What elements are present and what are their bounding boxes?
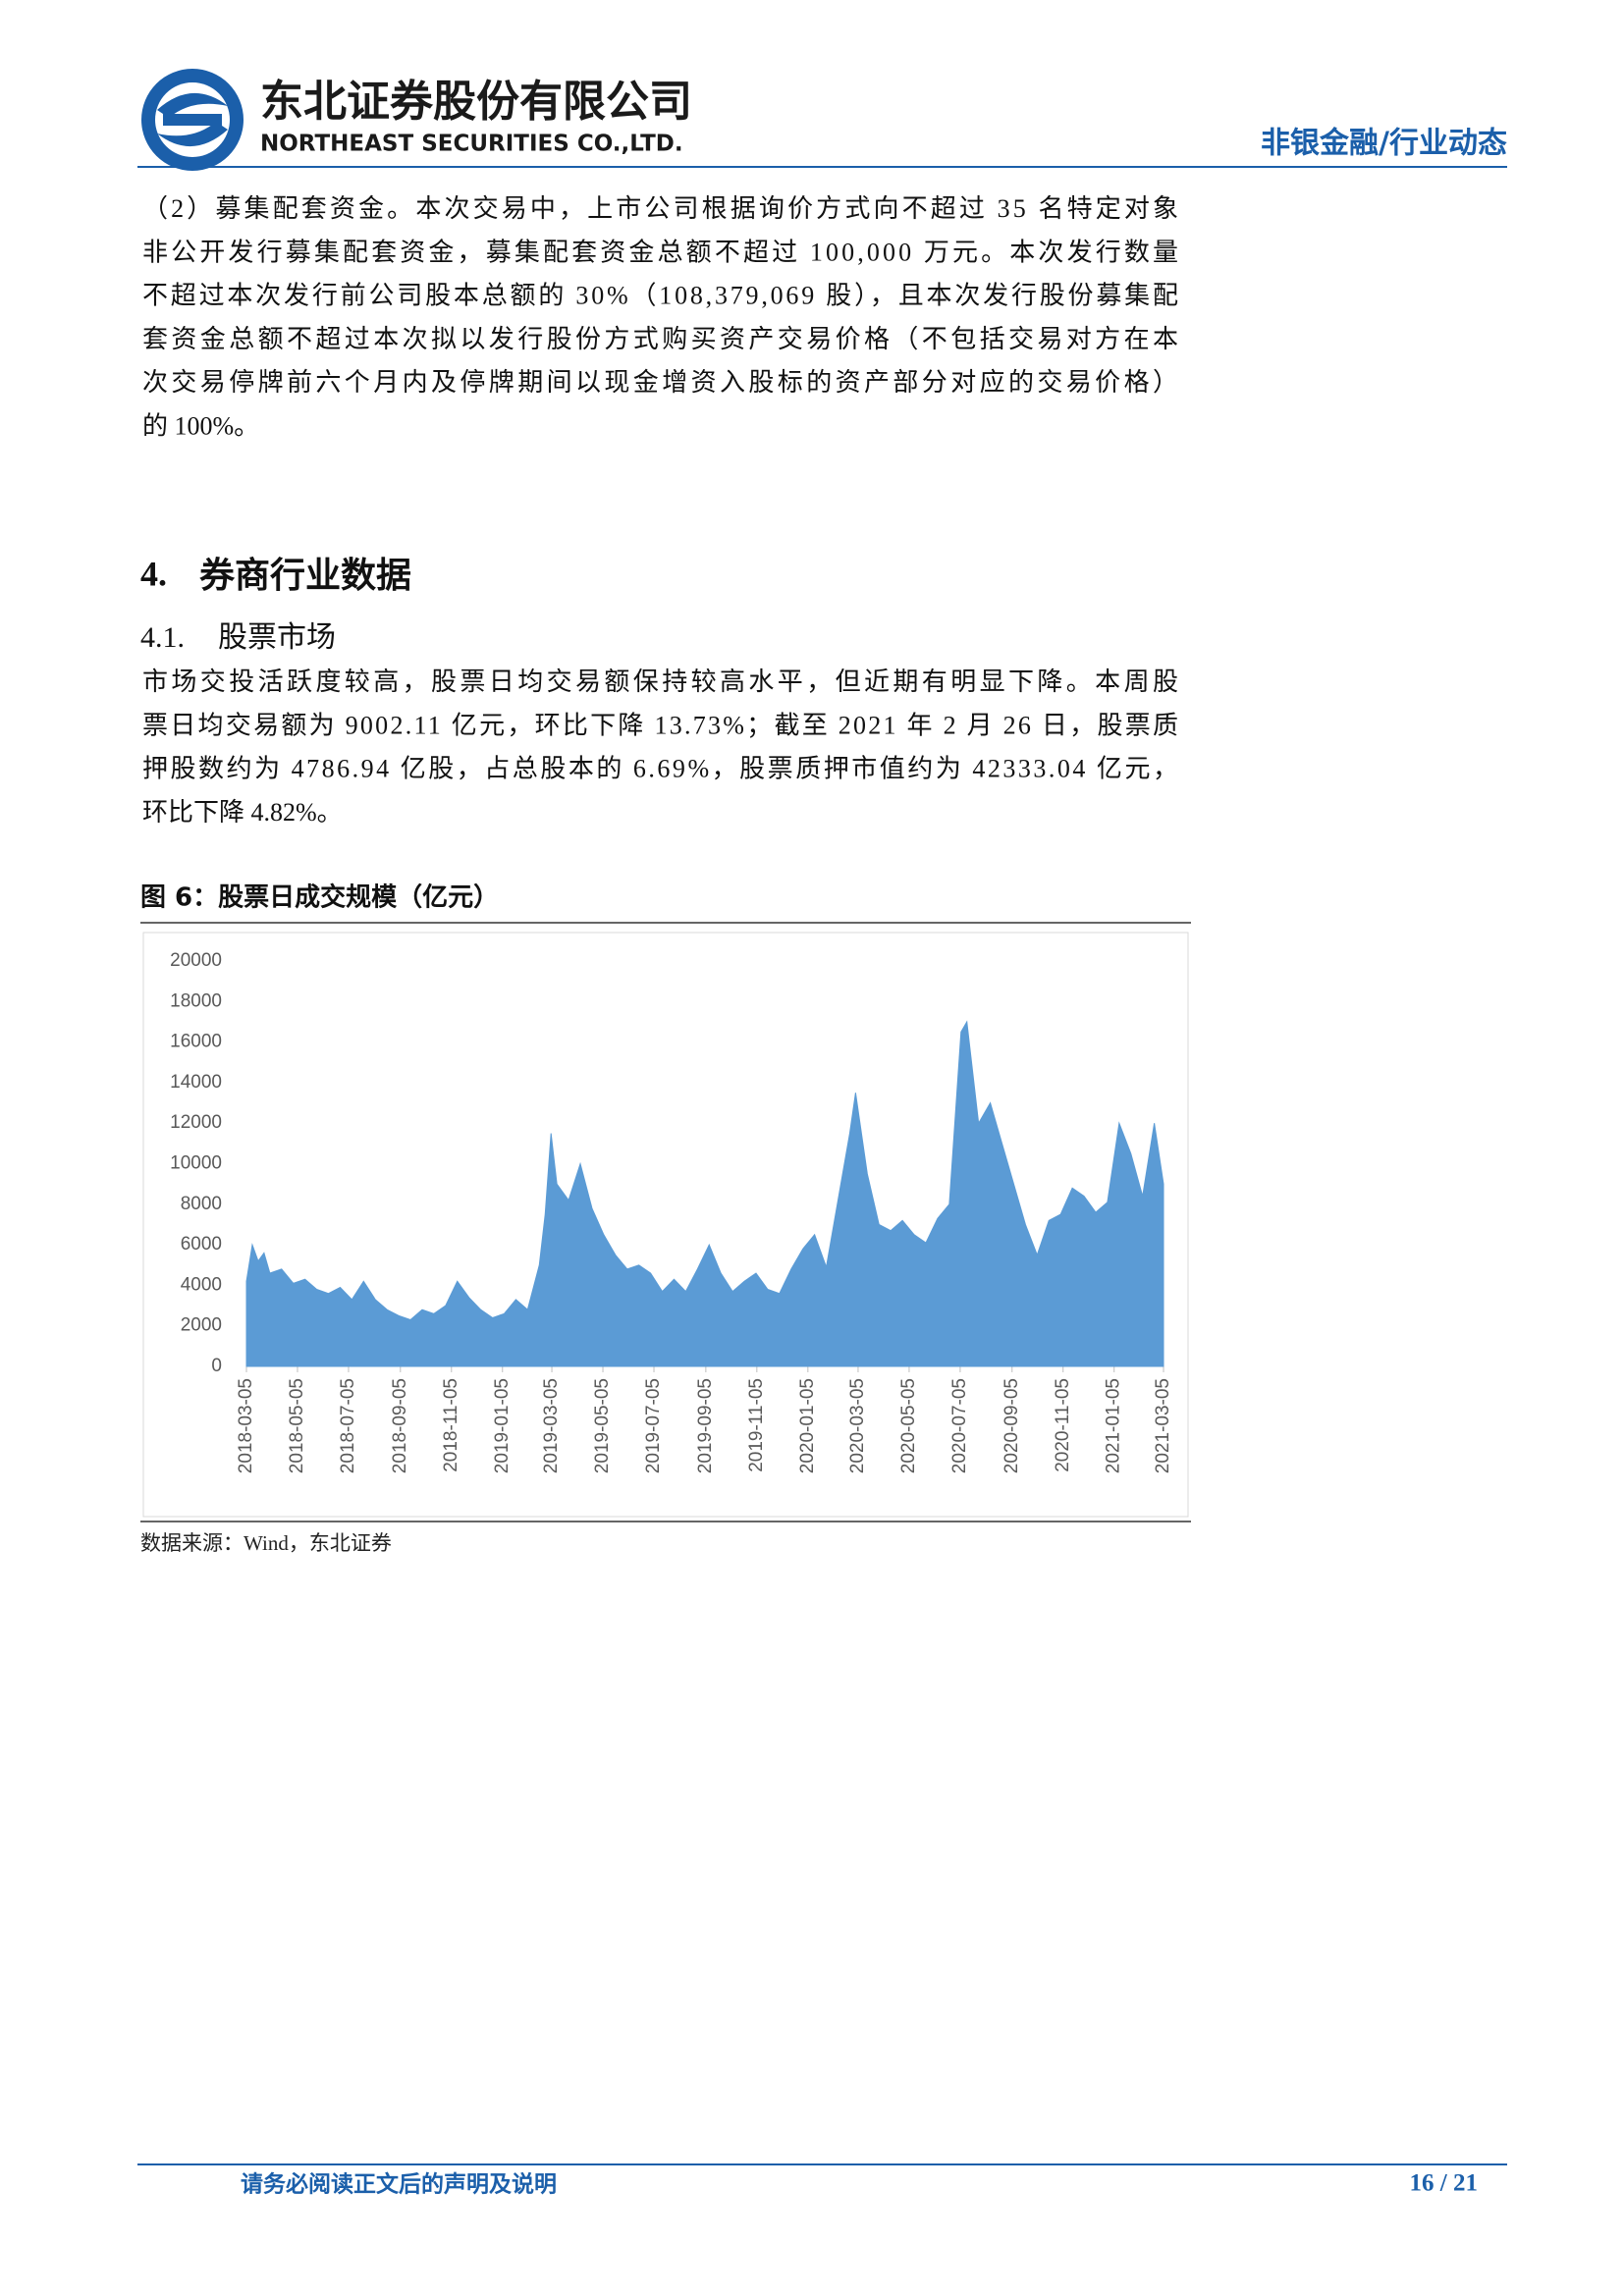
x-tick-label: 2019-05-05 xyxy=(592,1378,613,1473)
x-tick-label: 2019-07-05 xyxy=(643,1378,664,1473)
paragraph-line: 非公开发行募集配套资金，募集配套资金总额不超过 100,000 万元。本次发行数… xyxy=(142,238,1178,266)
footer-notice: 请务必阅读正文后的声明及说明 xyxy=(241,2171,557,2198)
y-tick-label: 0 xyxy=(211,1356,222,1376)
subsection-title: 股票市场 xyxy=(218,621,336,654)
paragraph-line: （2）募集配套资金。本次交易中，上市公司根据询价方式向不超过 35 名特定对象 xyxy=(142,194,1178,223)
y-tick-label: 8000 xyxy=(181,1194,222,1214)
y-tick-label: 6000 xyxy=(181,1234,222,1255)
company-name-en: NORTHEAST SECURITIES CO.,LTD. xyxy=(260,132,683,157)
paragraph-line: 套资金总额不超过本次拟以发行股份方式购买资产交易价格（不包括交易对方在本 xyxy=(142,325,1178,353)
x-tick-label: 2019-11-05 xyxy=(746,1378,767,1472)
y-tick-label: 14000 xyxy=(170,1072,222,1093)
x-tick-label: 2020-09-05 xyxy=(1001,1378,1022,1473)
x-tick-label: 2020-01-05 xyxy=(797,1378,818,1473)
x-tick-label: 2019-09-05 xyxy=(695,1378,716,1473)
x-tick-label: 2020-11-05 xyxy=(1053,1378,1073,1472)
paragraph-line: 次交易停牌前六个月内及停牌期间以现金增资入股标的资产部分对应的交易价格） xyxy=(142,368,1178,397)
x-tick-label: 2019-01-05 xyxy=(492,1378,513,1473)
logo xyxy=(141,69,244,171)
x-tick-label: 2018-07-05 xyxy=(338,1378,358,1473)
x-tick-label: 2018-11-05 xyxy=(441,1378,461,1472)
x-tick-label: 2020-07-05 xyxy=(949,1378,970,1473)
x-tick-label: 2019-03-05 xyxy=(541,1378,562,1473)
paragraph-line: 市场交投活跃度较高，股票日均交易额保持较高水平，但近期有明显下降。本周股 xyxy=(142,667,1178,696)
subsection-number: 4.1. xyxy=(140,621,185,654)
figure-title: 图 6：股票日成交规模（亿元） xyxy=(140,882,499,913)
page-number: 16 / 21 xyxy=(1410,2170,1478,2197)
y-tick-label: 12000 xyxy=(170,1112,222,1133)
x-tick-label: 2020-05-05 xyxy=(898,1378,919,1473)
paragraph-line: 环比下降 4.82%。 xyxy=(142,798,343,827)
category: 非银金融/行业动态 xyxy=(1261,127,1507,161)
section-title: 券商行业数据 xyxy=(199,556,411,596)
company-name: 东北证券股份有限公司 xyxy=(260,77,692,127)
y-tick-label: 2000 xyxy=(181,1315,222,1336)
paragraph-line: 的 100%。 xyxy=(142,411,259,440)
y-tick-label: 10000 xyxy=(170,1153,222,1174)
paragraph-line: 押股数约为 4786.94 亿股，占总股本的 6.69%，股票质押市值约为 42… xyxy=(142,755,1178,783)
x-tick-label: 2018-09-05 xyxy=(390,1378,410,1473)
paragraph-line: 不超过本次发行前公司股本总额的 30%（108,379,069 股），且本次发行… xyxy=(142,282,1178,310)
x-tick-label: 2018-05-05 xyxy=(287,1378,307,1473)
area xyxy=(245,1020,1164,1367)
y-tick-label: 18000 xyxy=(170,990,222,1011)
x-tick-label: 2018-03-05 xyxy=(236,1378,256,1473)
figure-source: 数据来源：Wind，东北证券 xyxy=(140,1531,392,1555)
y-tick-label: 4000 xyxy=(181,1274,222,1295)
paragraph-line: 票日均交易额为 9002.11 亿元，环比下降 13.73%；截至 2021 年… xyxy=(142,711,1178,739)
y-tick-label: 16000 xyxy=(170,1032,222,1052)
x-tick-label: 2020-03-05 xyxy=(847,1378,868,1473)
section-number: 4. xyxy=(140,554,167,593)
x-tick-label: 2021-03-05 xyxy=(1153,1378,1173,1473)
y-tick-label: 20000 xyxy=(170,950,222,971)
x-tick-label: 2021-01-05 xyxy=(1104,1378,1124,1473)
